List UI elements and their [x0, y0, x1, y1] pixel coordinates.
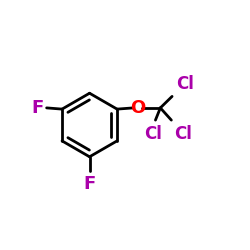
Text: O: O	[130, 99, 146, 117]
Text: Cl: Cl	[176, 75, 194, 93]
Text: F: F	[84, 175, 96, 193]
Text: Cl: Cl	[174, 124, 192, 142]
Text: F: F	[32, 99, 44, 117]
Text: Cl: Cl	[144, 124, 162, 142]
